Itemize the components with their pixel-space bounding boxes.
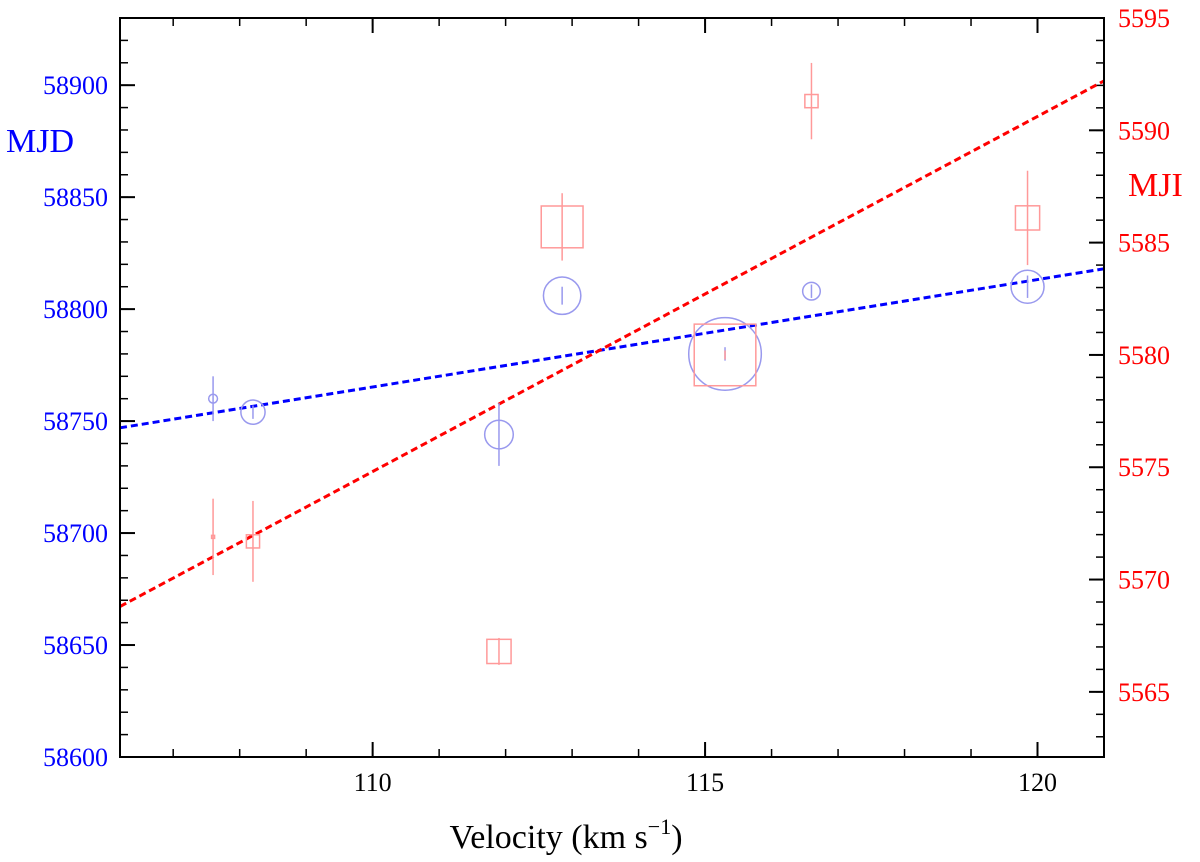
data-points-layer <box>207 62 1045 665</box>
left-circle-marker <box>801 281 822 301</box>
left-tick-label: 58600 <box>43 743 108 772</box>
tick-labels-layer: 110 115 120 58600 58650 58700 58750 58800 58850 5… <box>43 4 1170 797</box>
left-tick-label: 58900 <box>43 71 108 100</box>
right-square-marker <box>540 205 584 249</box>
right-square-marker <box>693 323 757 387</box>
right-fit-line <box>119 79 1105 608</box>
right-axis-title: MJI <box>1128 167 1183 204</box>
x-axis-title: Velocity (km s−1) <box>449 814 682 856</box>
left-circle-marker <box>1010 269 1045 304</box>
left-circle-marker <box>483 419 515 450</box>
right-square-marker <box>245 534 261 549</box>
x-axis-title-main: Velocity (km s <box>449 819 647 856</box>
left-circle-marker <box>542 276 582 316</box>
left-tick-label: 58750 <box>43 407 108 436</box>
x-tick-label: 120 <box>1018 768 1057 797</box>
right-square-marker <box>804 93 819 109</box>
right-square-marker <box>486 638 512 665</box>
right-tick-label: 5585 <box>1118 229 1170 258</box>
right-square-marker <box>1014 205 1041 231</box>
left-tick-label: 58650 <box>43 631 108 660</box>
right-tick-label: 5595 <box>1118 4 1170 33</box>
x-axis-title-sup: −1 <box>648 814 671 839</box>
x-axis-title-close: ) <box>671 819 682 856</box>
left-circle-marker <box>207 393 219 404</box>
left-circle-marker <box>240 399 266 425</box>
plot-frame <box>119 17 1105 758</box>
right-tick-label: 5570 <box>1118 566 1170 595</box>
left-fit-line <box>119 267 1105 430</box>
left-circle-marker <box>687 316 763 391</box>
x-tick-label: 110 <box>354 768 392 797</box>
right-square-marker <box>210 534 216 540</box>
right-tick-label: 5565 <box>1118 678 1170 707</box>
right-tick-label: 5575 <box>1118 453 1170 482</box>
fit-lines-layer <box>119 79 1105 608</box>
left-axis-title: MJD <box>6 123 74 160</box>
minor-ticks-layer <box>120 17 1105 758</box>
left-tick-label: 58700 <box>43 519 108 548</box>
major-ticks-layer <box>120 17 1104 758</box>
left-tick-label: 58800 <box>43 295 108 324</box>
right-tick-label: 5590 <box>1118 116 1170 145</box>
left-tick-label: 58850 <box>43 183 108 212</box>
x-tick-label: 115 <box>686 768 724 797</box>
right-tick-label: 5580 <box>1118 341 1170 370</box>
